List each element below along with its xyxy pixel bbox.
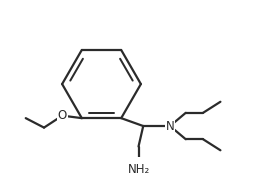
Text: N: N (166, 119, 174, 133)
Text: O: O (58, 109, 67, 122)
Text: NH₂: NH₂ (127, 163, 150, 176)
